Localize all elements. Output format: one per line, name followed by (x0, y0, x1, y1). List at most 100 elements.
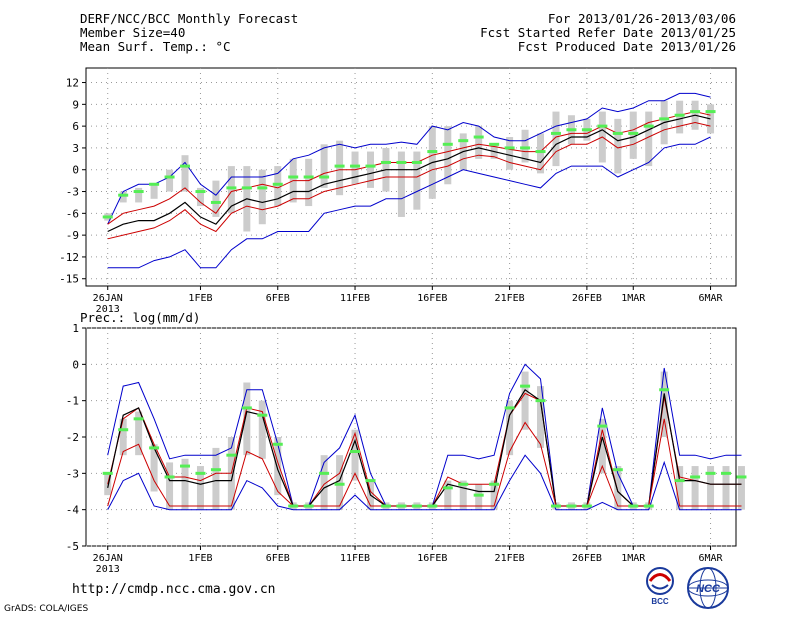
prec-xtick-label: 11FEB (340, 553, 370, 564)
temp-xtick-label: 6FEB (266, 293, 290, 304)
prec-spread-box (243, 382, 251, 456)
temp-spread-box (320, 144, 328, 188)
prec-spread-box (521, 371, 529, 430)
header-produced-date: Fcst Produced Date 2013/01/26 (517, 39, 736, 54)
prec-spread-box (119, 418, 127, 456)
temp-spread-box (135, 187, 143, 203)
prec-spread-box (135, 411, 143, 456)
prec-spread-box (150, 444, 158, 492)
header-left: DERF/NCC/BCC Monthly Forecast Member Siz… (80, 12, 298, 54)
temp-spread-box (227, 166, 235, 214)
prec-spread-box (614, 466, 622, 510)
header-right: For 2013/01/26-2013/03/06 Fcst Started R… (480, 12, 736, 54)
temp-line-max (107, 92, 711, 225)
temp-spread-box (521, 129, 529, 163)
header-start-date: Fcst Started Refer Date 2013/01/25 (480, 25, 736, 40)
prec-spread-box (166, 462, 174, 510)
prec-spread-box (336, 455, 344, 510)
bcc-logo: BCC (646, 567, 674, 606)
footer-credit: GrADS: COLA/IGES (4, 604, 89, 614)
prec-ytick-label: -1 (66, 395, 79, 408)
prec-xtick-label: 6MAR (698, 553, 723, 564)
temp-ytick-label: 9 (72, 98, 79, 111)
temp-spread-box (212, 180, 220, 217)
prec-spread-box (459, 480, 467, 510)
temp-xtick-label: 16FEB (417, 293, 447, 304)
temp-spread-box (305, 158, 313, 207)
footer-url[interactable]: http://cmdp.ncc.cma.gov.cn (72, 582, 276, 597)
prec-spread-box (475, 484, 483, 510)
header-variable: Mean Surf. Temp.: °C (80, 39, 231, 54)
prec-spread-box (660, 371, 668, 437)
temp-spread-box (413, 151, 421, 210)
prec-spread-box (691, 466, 699, 510)
prec-ytick-label: -3 (66, 467, 79, 480)
temp-xtick-label: 1FEB (188, 293, 212, 304)
temp-spread-box (150, 184, 158, 199)
temp-spread-box (336, 140, 344, 196)
prec-xtick-label: 26JAN (93, 553, 123, 564)
temp-spread-box (552, 111, 560, 167)
temp-year-label: 2013 (96, 304, 120, 315)
temp-line-lower (107, 121, 711, 240)
prec-spread-box (707, 466, 715, 510)
temp-ytick-label: -6 (66, 207, 79, 220)
header-member-size: Member Size=40 (80, 25, 186, 40)
header-period: For 2013/01/26-2013/03/06 (547, 11, 736, 26)
prec-spread-box (490, 480, 498, 510)
prec-spread-box (722, 466, 730, 510)
temp-spread-box (258, 169, 266, 225)
prec-xtick-label: 6FEB (266, 553, 290, 564)
temp-spread-box (119, 191, 127, 203)
prec-spread-box (196, 466, 204, 510)
prec-spread-box (181, 458, 189, 510)
temp-spread-box (614, 118, 622, 174)
precipitation-panel: 1 0 -1 -2 -3 -4 -5 26JAN 1FEB 6FEB 11FEB 16FEB 21FEB… (66, 310, 747, 575)
prec-xtick-label: 21FEB (495, 553, 525, 564)
prec-spread-box (598, 418, 606, 474)
temp-ytick-label: 0 (72, 164, 79, 177)
prec-title: Prec.: log(mm/d) (80, 310, 200, 325)
temp-ytick-label: 12 (66, 77, 79, 90)
temp-ytick-label: -12 (59, 251, 79, 264)
temp-xtick-label: 1MAR (621, 293, 646, 304)
temp-spread-box (181, 155, 189, 192)
temp-ytick-label: -9 (66, 229, 79, 242)
temperature-panel: 12 9 6 3 0 -3 -6 -9 -12 -15 26JAN 1FEB 6FEB 11FEB 16FE… (59, 67, 737, 315)
prec-spread-box (274, 437, 282, 496)
temp-spread-box (629, 111, 637, 159)
prec-ytick-label: 0 (72, 358, 79, 371)
temp-xtick-label: 6MAR (698, 293, 723, 304)
temp-spread-box (506, 137, 514, 170)
prec-spread-box (104, 473, 112, 496)
temp-frame (85, 67, 737, 287)
temp-spread-box (444, 126, 452, 185)
temp-ytick-label: 3 (72, 142, 79, 155)
prec-ytick-label: 1 (72, 322, 79, 335)
prec-xtick-label: 1MAR (621, 553, 646, 564)
temp-spread-box (537, 133, 545, 174)
temp-spread-box (166, 169, 174, 192)
prec-spread-box (351, 429, 359, 481)
prec-spread-box (676, 466, 684, 510)
bcc-logo-text: BCC (651, 597, 669, 606)
temp-ytick-label: 6 (72, 120, 79, 133)
prec-ytick-label: -4 (66, 504, 80, 517)
temp-spread-box (475, 126, 483, 159)
prec-line-min (107, 454, 742, 511)
prec-xtick-label: 1FEB (188, 553, 212, 564)
temp-line-min (107, 136, 711, 269)
temp-xtick-label: 26JAN (93, 293, 123, 304)
temp-xtick-label: 11FEB (340, 293, 370, 304)
prec-spread-box (737, 466, 745, 510)
prec-spread-box (506, 400, 514, 456)
temp-spread-box (676, 100, 684, 134)
temp-line-mean (107, 114, 711, 233)
temp-spread-box (196, 187, 204, 207)
temp-line-upper (107, 111, 711, 225)
temp-xtick-label: 21FEB (495, 293, 525, 304)
prec-ytick-label: -5 (66, 540, 79, 553)
prec-spread-box (444, 480, 452, 510)
prec-xtick-label: 26FEB (572, 553, 602, 564)
header-title: DERF/NCC/BCC Monthly Forecast (80, 11, 299, 26)
